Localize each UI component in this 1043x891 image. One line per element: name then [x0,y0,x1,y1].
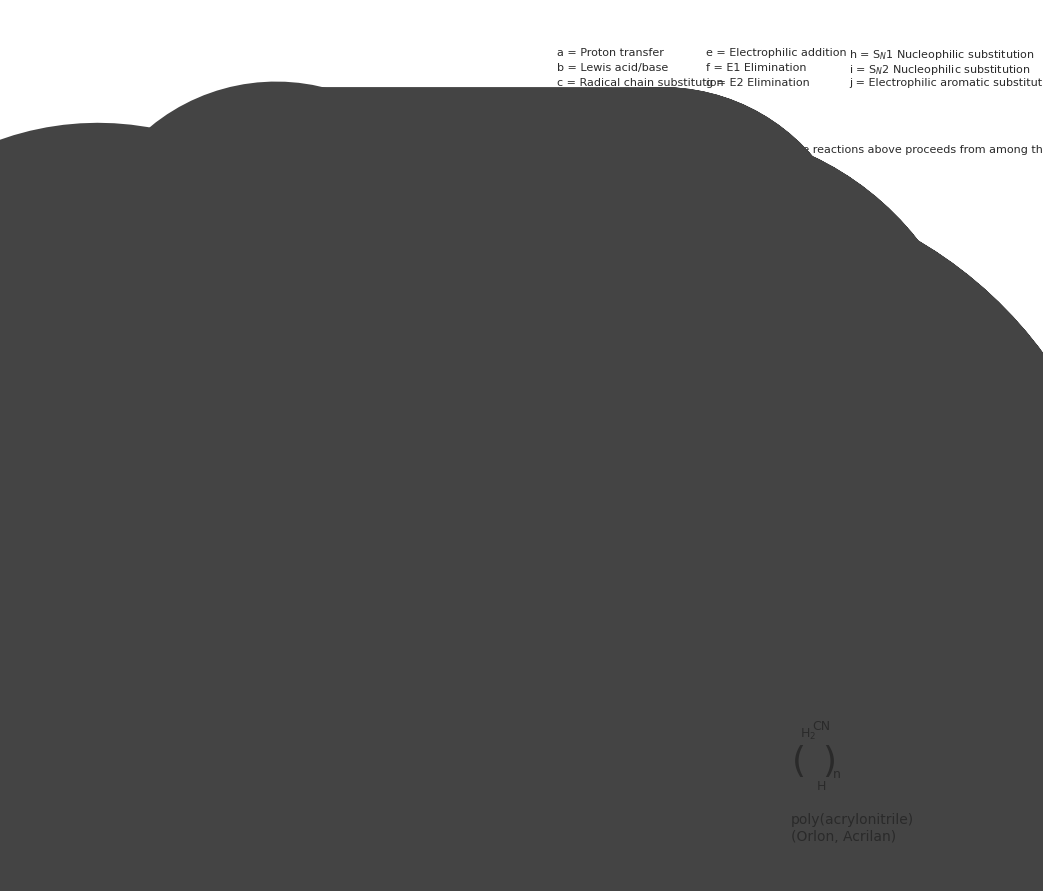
Text: −: − [826,394,836,406]
Text: Na: Na [654,591,674,605]
Text: +: + [637,591,652,609]
Text: h = S$_N$1 Nucleophilic substitution: h = S$_N$1 Nucleophilic substitution [849,48,1035,62]
Text: g = E2 Elimination: g = E2 Elimination [706,78,809,88]
Text: CN: CN [812,720,830,732]
Text: +: + [821,394,830,406]
Text: −: − [676,585,685,595]
Text: 70°: 70° [662,767,686,781]
Text: AIBN: AIBN [658,733,692,747]
Text: +: + [846,622,855,632]
Text: Cl–AlCl$_3$: Cl–AlCl$_3$ [822,414,877,432]
Text: +: + [615,411,631,429]
Text: H$_2$: H$_2$ [800,726,816,741]
Text: (: ( [792,745,806,779]
Text: d = Radical chain addition: d = Radical chain addition [557,93,705,103]
Text: HOEt: HOEt [892,593,927,607]
Text: HI: HI [623,281,639,296]
Text: OEt: OEt [608,594,632,607]
Text: OEt: OEt [666,591,692,605]
Text: AlCl$_3$: AlCl$_3$ [634,413,672,431]
Text: O: O [603,558,612,571]
Text: i = S$_N$2 Nucleophilic substitution: i = S$_N$2 Nucleophilic substitution [849,63,1030,77]
Text: OEt: OEt [839,594,863,607]
Text: +: + [661,585,671,595]
Text: O: O [815,558,825,571]
Text: e = Electrophilic addition: e = Electrophilic addition [706,48,847,58]
Text: b = Lewis acid/base: b = Lewis acid/base [557,63,669,73]
Text: a = Proton transfer: a = Proton transfer [557,48,664,58]
Text: n: n [833,767,841,781]
Text: −: − [822,617,835,632]
Text: (Orlon, Acrilan): (Orlon, Acrilan) [791,830,896,844]
Text: ): ) [822,745,835,779]
Text: j = Electrophilic aromatic substitution: j = Electrophilic aromatic substitution [849,78,1043,88]
Text: Na: Na [839,628,858,642]
Text: O: O [584,558,595,571]
Text: Identify the mechanism by which each of the reactions above proceeds from among : Identify the mechanism by which each of … [557,145,1043,155]
Text: poly(acrylonitrile): poly(acrylonitrile) [791,813,914,827]
Text: +: + [873,591,888,609]
Text: I: I [807,238,811,252]
Text: c = Radical chain substitution: c = Radical chain substitution [557,78,724,88]
Text: f = E1 Elimination: f = E1 Elimination [706,63,806,73]
Text: Cl: Cl [593,416,608,430]
Text: +: + [604,281,618,299]
Text: O: O [832,558,843,571]
Text: H: H [817,780,826,792]
Text: CN: CN [578,750,598,764]
